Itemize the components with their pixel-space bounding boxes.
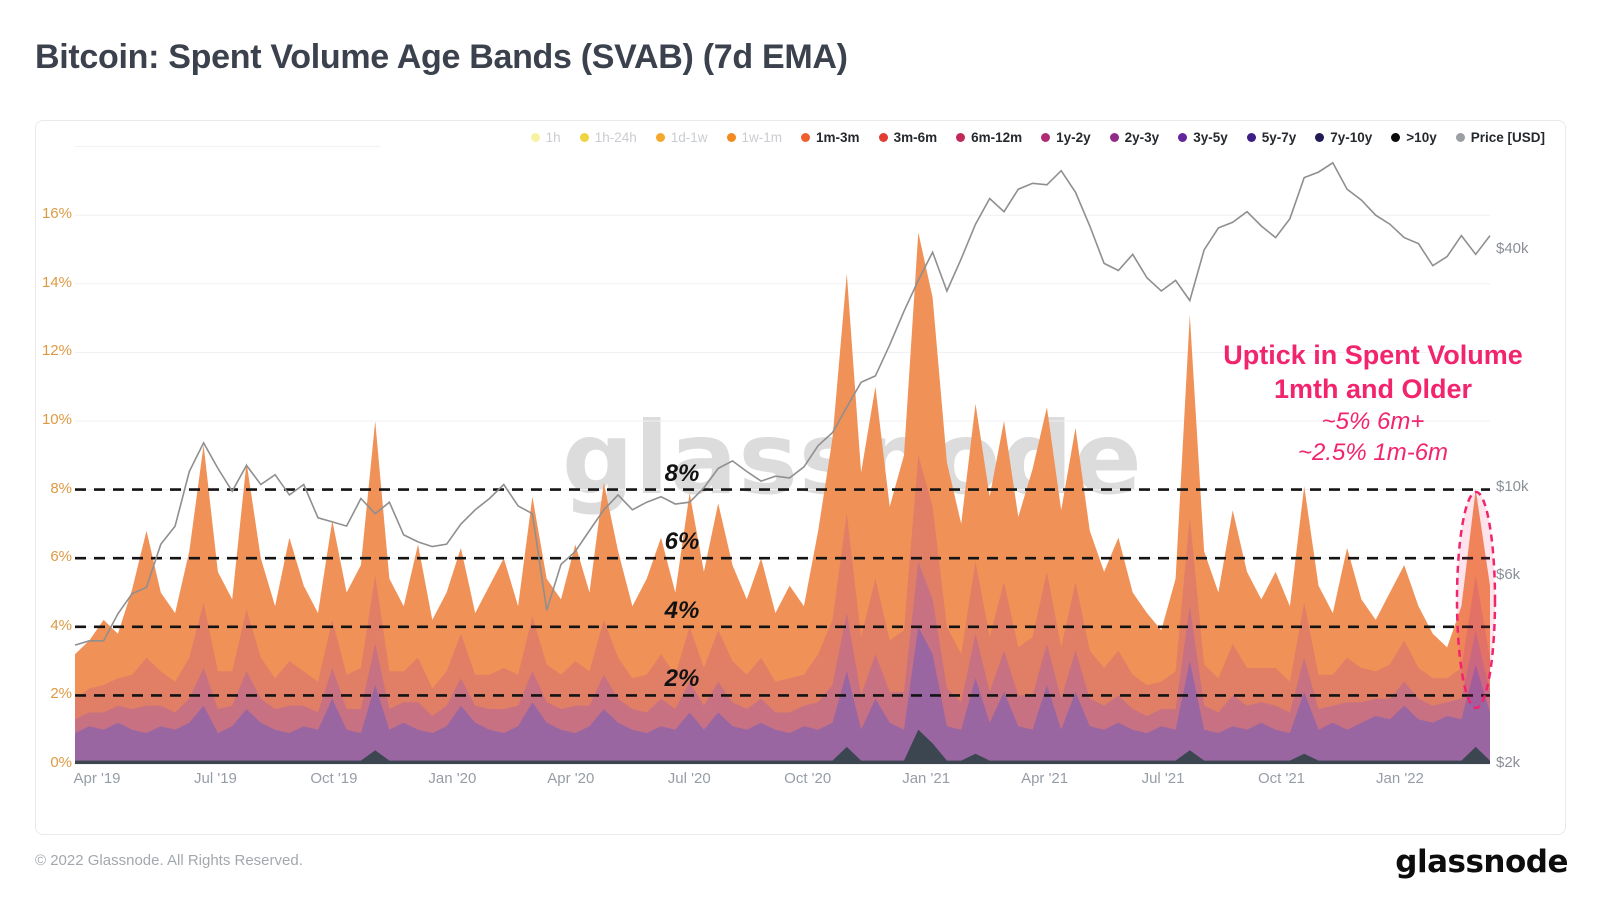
legend-item-6m-12m[interactable]: 6m-12m [956,130,1022,145]
legend-item-10y[interactable]: >10y [1391,130,1437,145]
legend-dot [530,133,540,142]
legend-label: 1h-24h [594,130,637,145]
annotation-line-3: ~5% 6m+ [1321,408,1425,435]
legend-label: 3y-5y [1193,130,1228,145]
legend-label: Price [USD] [1470,130,1545,145]
glassnode-watermark: glassnode [562,400,1143,517]
legend-dot [1041,133,1051,142]
legend-dot [1391,133,1401,142]
legend-dot [655,133,665,142]
legend-item-2y-3y[interactable]: 2y-3y [1109,130,1160,145]
legend-dot [878,133,888,142]
legend-label: >10y [1406,130,1437,145]
legend-item-5y-7y[interactable]: 5y-7y [1246,130,1297,145]
legend-dot [1455,133,1465,142]
annotation-line-2: 1mth and Older [1273,374,1473,404]
legend-dot [801,133,811,142]
legend-item-1y-2y[interactable]: 1y-2y [1041,130,1091,145]
annotation-line-4: ~2.5% 1m-6m [1297,439,1449,466]
legend-dot [1109,133,1119,142]
copyright-text: © 2022 Glassnode. All Rights Reserved. [35,852,303,869]
legend-item-3y-5y[interactable]: 3y-5y [1178,130,1228,145]
legend-label: 6m-12m [971,130,1023,145]
legend-label: 1m-3m [816,130,860,145]
legend-label: 7y-10y [1330,130,1373,145]
legend-label: 3m-6m [893,130,938,145]
chart-legend: 1h 1h-24h 1d-1w 1w-1m 1m-3m 3m-6m 6m-12m 1y-2y 2… [380,126,1547,154]
legend-item-1h-24h[interactable]: 1h-24h [579,130,637,145]
legend-dot [1246,133,1256,142]
legend-item-3m-6m[interactable]: 3m-6m [878,130,938,145]
legend-dot [726,133,736,142]
legend-label: 1h [545,130,561,145]
uptick-annotation: Uptick in Spent Volume 1mth and Older ~5… [1207,338,1539,468]
legend-item-7y-10y[interactable]: 7y-10y [1315,130,1372,145]
legend-item-1m-3m[interactable]: 1m-3m [801,130,860,145]
legend-item-1w-1m[interactable]: 1w-1m [726,130,783,145]
legend-label: 1w-1m [741,130,783,145]
annotation-line-1: Uptick in Spent Volume [1223,340,1523,370]
legend-dot [1178,133,1188,142]
legend-item-1d-1w[interactable]: 1d-1w [655,130,708,145]
legend-label: 2y-3y [1124,130,1160,145]
legend-dot [956,133,966,142]
legend-label: 1d-1w [670,130,708,145]
legend-label: 1y-2y [1056,130,1091,145]
glassnode-logo: glassnode [1395,844,1568,880]
page-title: Bitcoin: Spent Volume Age Bands (SVAB) (… [35,38,848,76]
legend-item-1h[interactable]: 1h [530,130,561,145]
legend-dot [579,133,589,142]
legend-label: 5y-7y [1261,130,1297,145]
legend-dot [1315,133,1325,142]
legend-item-price-usd[interactable]: Price [USD] [1455,130,1545,145]
